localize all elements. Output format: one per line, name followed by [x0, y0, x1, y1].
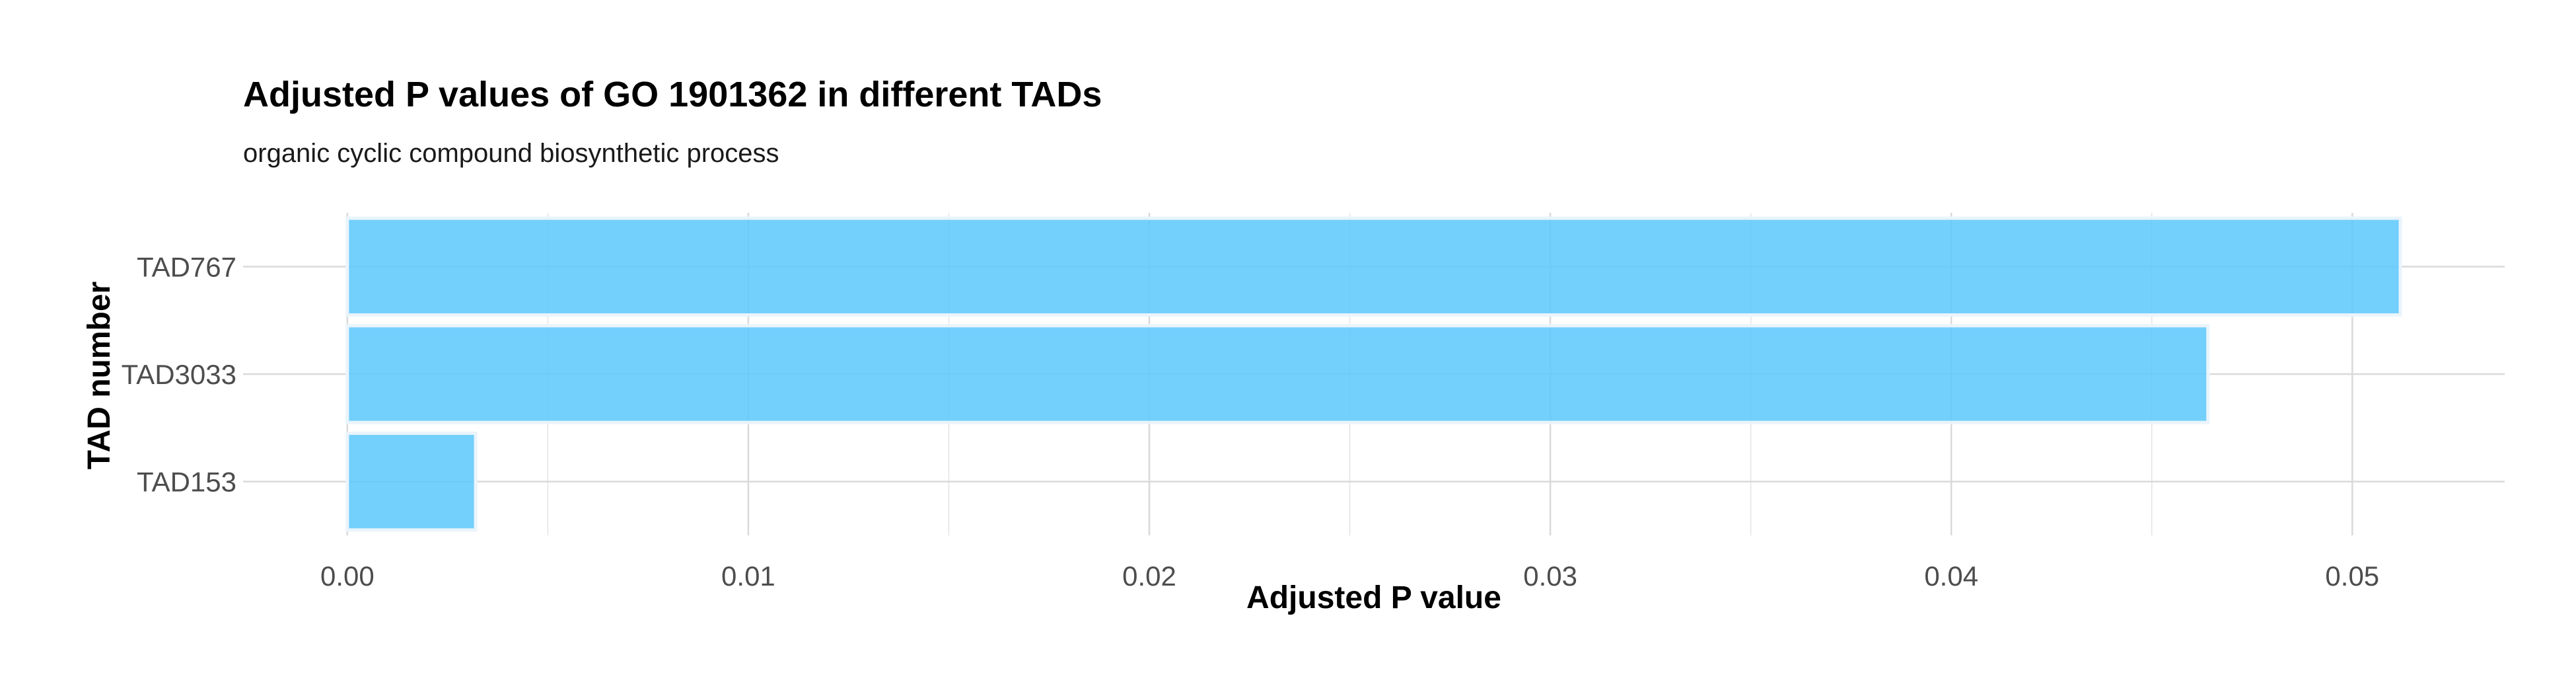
x-tick-label: 0.00 — [320, 560, 375, 592]
x-tick-label: 0.01 — [721, 560, 775, 592]
chart-subtitle: organic cyclic compound biosynthetic pro… — [243, 139, 779, 168]
y-tick-label: TAD3033 — [122, 359, 236, 390]
x-axis-title: Adjusted P value — [1246, 580, 1501, 615]
bars — [345, 216, 2402, 532]
bar-tad767 — [345, 216, 2402, 317]
bar-tad3033 — [345, 324, 2210, 424]
y-tick-label: TAD153 — [137, 467, 236, 498]
x-tick-label: 0.02 — [1122, 560, 1176, 592]
chart-title: Adjusted P values of GO 1901362 in diffe… — [243, 75, 1102, 114]
axes: TAD767 TAD3033 TAD153 0.00 0.01 0.02 0.03 0.04 0… — [122, 251, 2380, 592]
x-tick-label: 0.03 — [1523, 560, 1577, 592]
y-axis-title: TAD number — [82, 282, 117, 469]
x-tick-label: 0.05 — [2325, 560, 2379, 592]
y-tick-label: TAD767 — [137, 251, 236, 282]
x-tick-label: 0.04 — [1924, 560, 1978, 592]
bar-tad153 — [345, 431, 478, 532]
